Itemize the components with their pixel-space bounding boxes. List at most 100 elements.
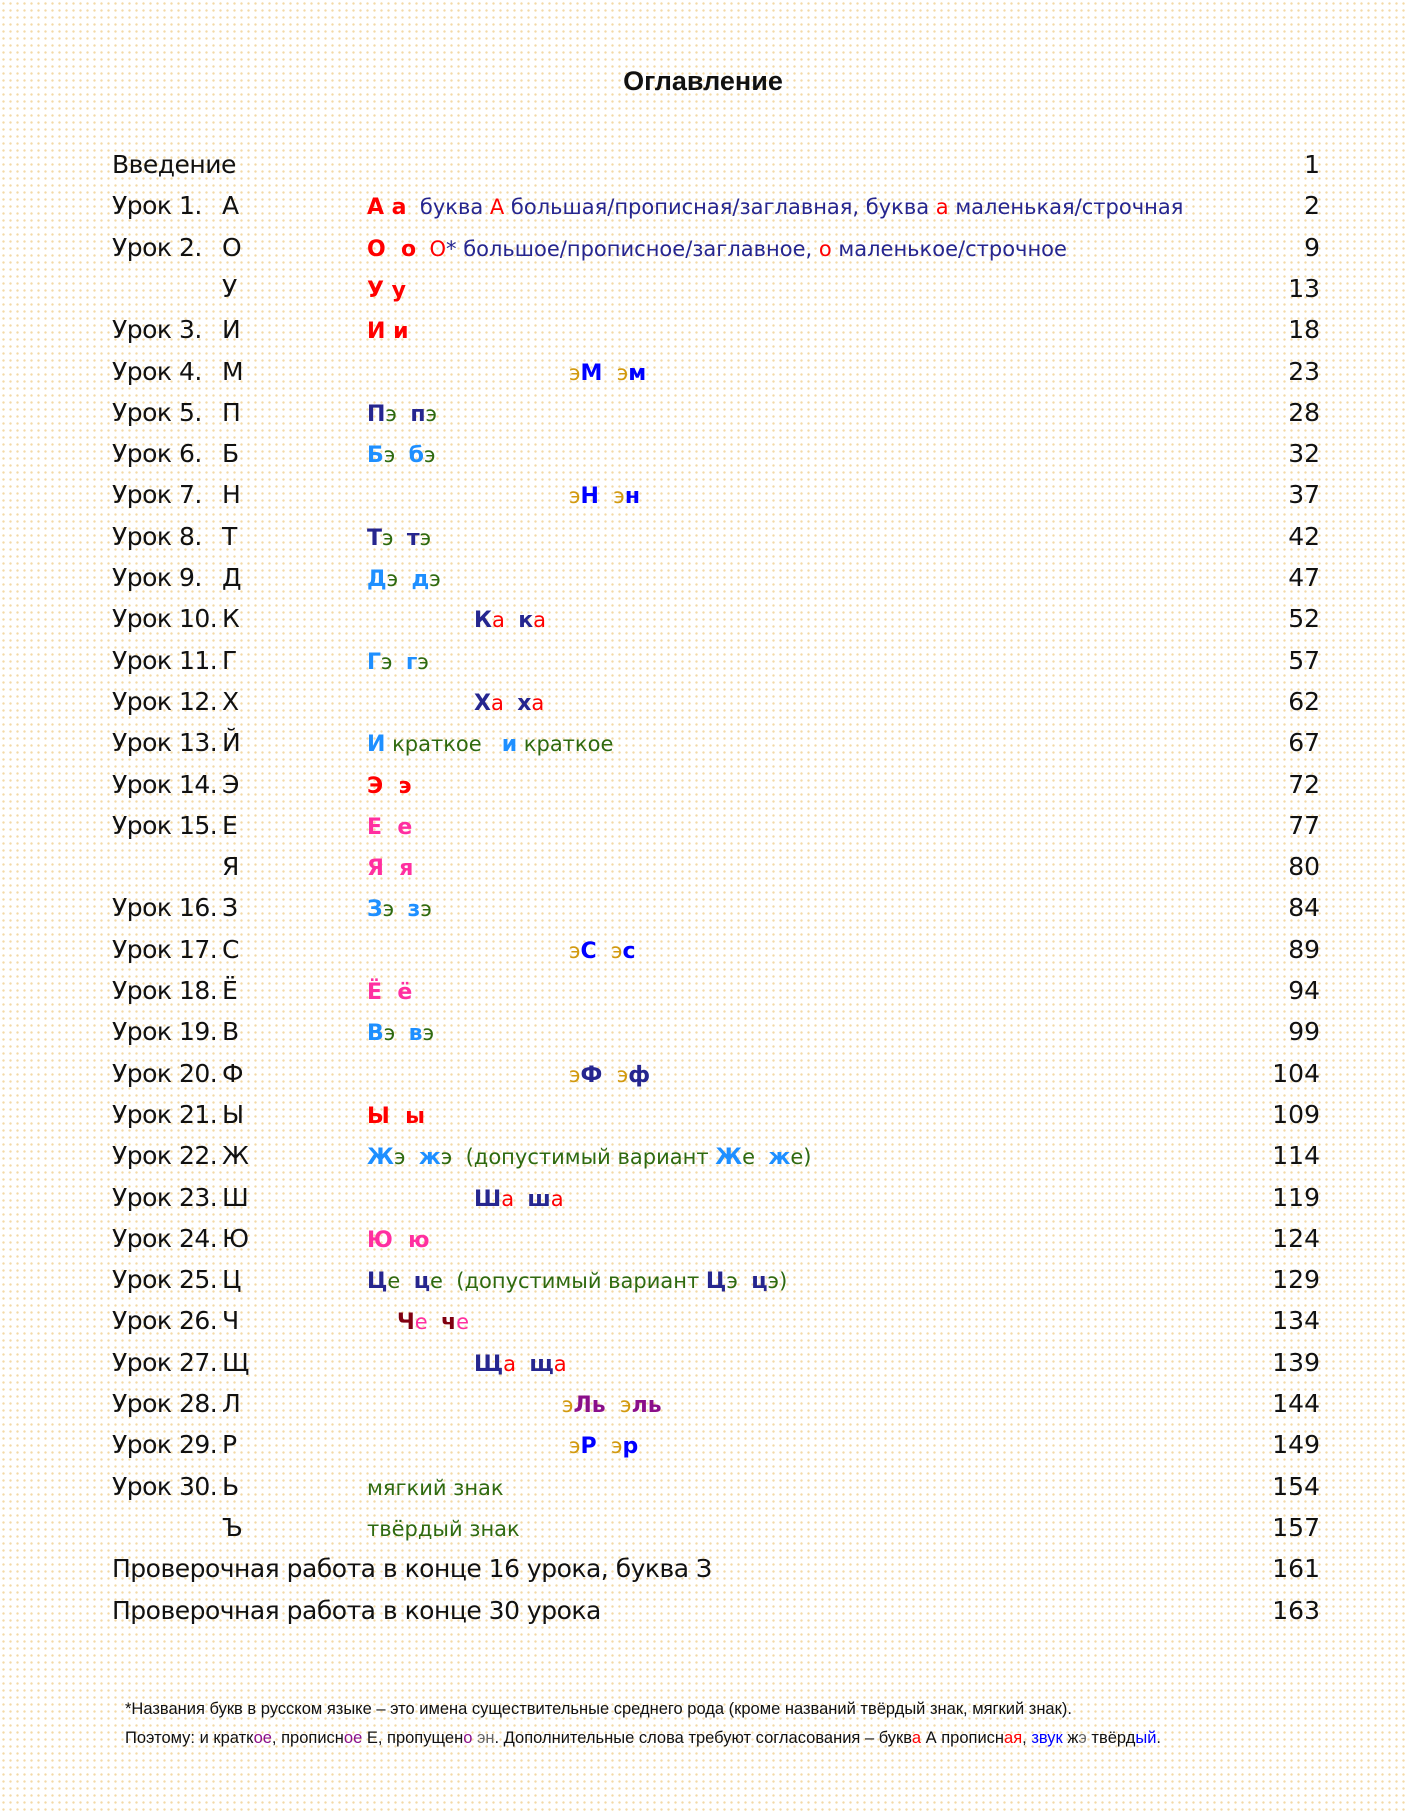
letter-segment: Ш: [474, 1186, 502, 1212]
page-number: 124: [1272, 1223, 1320, 1253]
letter-segment: Е е: [367, 814, 413, 840]
page-number: 161: [1272, 1554, 1320, 1584]
toc-label: Урок 13.: [112, 728, 218, 758]
toc-row[interactable]: Урок 10. К Ка ка 52: [0, 604, 1406, 644]
letter-segment: э: [422, 1021, 435, 1046]
letter-names: Ша ша: [474, 1187, 564, 1212]
toc-row[interactable]: Урок 15. Е Е е 77: [0, 811, 1406, 851]
toc-row[interactable]: Урок 8. Т Тэ тэ 42: [0, 522, 1406, 562]
page-title: Оглавление: [623, 66, 783, 96]
page-number: 42: [1288, 521, 1320, 551]
toc-row[interactable]: Урок 2. О О о О* большое/прописное/заглавн…: [0, 233, 1406, 273]
letter-segment: а: [490, 690, 518, 715]
letter-segment: а: [553, 1351, 567, 1376]
letter-segment: р: [622, 1434, 639, 1460]
toc-row[interactable]: Урок 22. Ж Жэ жэ (допустимый вариант Же же…: [0, 1141, 1406, 1181]
letter-segment: А а: [367, 195, 407, 221]
toc-letter: Т: [222, 521, 238, 551]
toc-label: Урок 24.: [112, 1223, 218, 1253]
letter-names: Я я: [367, 856, 413, 881]
letter-segment: е: [456, 1310, 470, 1335]
toc-row[interactable]: Введение 1: [0, 150, 1406, 190]
page-number: 154: [1272, 1471, 1320, 1501]
letter-segment: э: [417, 649, 429, 674]
toc-label: Урок 5.: [112, 397, 202, 427]
toc-letter: В: [222, 1017, 240, 1047]
toc-row[interactable]: Урок 18. Ё Ё ё 94: [0, 976, 1406, 1016]
toc-row[interactable]: Урок 23. Ш Ша ша 119: [0, 1183, 1406, 1223]
toc-label: Урок 2.: [112, 232, 202, 262]
letter-names: твёрдый знак: [367, 1517, 520, 1541]
letter-segment: а: [533, 608, 547, 633]
letter-segment: э: [610, 360, 629, 385]
page-number: 37: [1288, 480, 1320, 510]
footnote-segment: *Названия букв в русском языке – это име…: [125, 1700, 1072, 1718]
toc-row[interactable]: Урок 5. П Пэ пэ 28: [0, 398, 1406, 438]
footnote-segment: ж: [1062, 1729, 1079, 1747]
toc-label: Урок 30.: [112, 1471, 218, 1501]
toc-row[interactable]: Урок 25. Ц Це це (допустимый вариант Цэ цэ…: [0, 1265, 1406, 1305]
toc-row[interactable]: Проверочная работа в конце 30 урока 163: [0, 1596, 1406, 1636]
toc-label: Урок 21.: [112, 1099, 218, 1129]
footnote-segment: А прописн: [921, 1729, 1005, 1747]
toc-letter: Ю: [222, 1223, 249, 1253]
toc-row[interactable]: У У у 13: [0, 274, 1406, 314]
toc-row[interactable]: Урок 26. Ч Че че 134: [0, 1306, 1406, 1346]
toc-row[interactable]: Урок 27. Щ Ща ща 139: [0, 1348, 1406, 1388]
toc-row[interactable]: Урок 16. З Зэ зэ 84: [0, 893, 1406, 933]
letter-segment: Ль: [573, 1393, 614, 1418]
toc-row[interactable]: Проверочная работа в конце 16 урока, бук…: [0, 1554, 1406, 1594]
toc-row[interactable]: Урок 19. В Вэ вэ 99: [0, 1017, 1406, 1057]
footnote-segment: ое: [253, 1729, 272, 1747]
toc-row[interactable]: Урок 6. Б Бэ бэ 32: [0, 439, 1406, 479]
letter-segment: Ы ы: [367, 1103, 426, 1129]
toc-label: Урок 10.: [112, 604, 218, 634]
letter-names: А а буква А большая/прописная/заглавная,…: [367, 195, 1183, 220]
page-number: 57: [1288, 645, 1320, 675]
letter-segment: маленькое/строчное: [831, 236, 1067, 261]
page-number: 119: [1272, 1182, 1320, 1212]
letter-segment: э: [569, 1062, 581, 1087]
letter-names: Ха ха: [474, 691, 544, 716]
toc-letter: З: [222, 893, 239, 923]
page-number: 52: [1288, 604, 1320, 634]
toc-row[interactable]: Урок 21. Ы Ы ы 109: [0, 1100, 1406, 1140]
page-number: 18: [1288, 315, 1320, 345]
letter-segment: З: [367, 897, 383, 923]
letter-segment: е (допустимый вариант: [430, 1269, 706, 1294]
toc-label: Урок 4.: [112, 356, 202, 386]
toc-row[interactable]: Урок 9. Д Дэ дэ 47: [0, 563, 1406, 603]
letter-segment: П: [367, 401, 386, 427]
toc-letter: Я: [222, 852, 240, 882]
letter-segment: а: [491, 608, 519, 633]
toc-row[interactable]: Урок 14. Э Э э 72: [0, 770, 1406, 810]
page-number: 67: [1288, 728, 1320, 758]
footnote-segment: .: [1156, 1729, 1161, 1747]
letter-segment: ж: [768, 1145, 791, 1171]
letter-segment: э: [386, 567, 412, 591]
toc-row[interactable]: Урок 13. Й И краткое и краткое 67: [0, 728, 1406, 768]
toc-letter: У: [222, 273, 238, 303]
letter-segment: э: [613, 1393, 632, 1417]
toc-row[interactable]: Урок 3. И И и 18: [0, 315, 1406, 355]
toc-row[interactable]: Урок 12. Х Ха ха 62: [0, 687, 1406, 727]
letter-segment: ф: [628, 1062, 651, 1088]
toc-letter: А: [222, 191, 240, 221]
toc-letter: Ъ: [222, 1512, 243, 1542]
toc-row[interactable]: Урок 11. Г Гэ гэ 57: [0, 646, 1406, 686]
toc-row[interactable]: Урок 24. Ю Ю ю 124: [0, 1224, 1406, 1264]
footnote-segment: ый: [1135, 1729, 1157, 1747]
letter-segment: о: [818, 236, 832, 261]
toc-letter: Ц: [222, 1265, 242, 1295]
toc-row[interactable]: Урок 1. А А а буква А большая/прописная/за…: [0, 191, 1406, 231]
toc-row[interactable]: Я Я я 80: [0, 852, 1406, 892]
toc-letter: Ф: [222, 1058, 244, 1088]
